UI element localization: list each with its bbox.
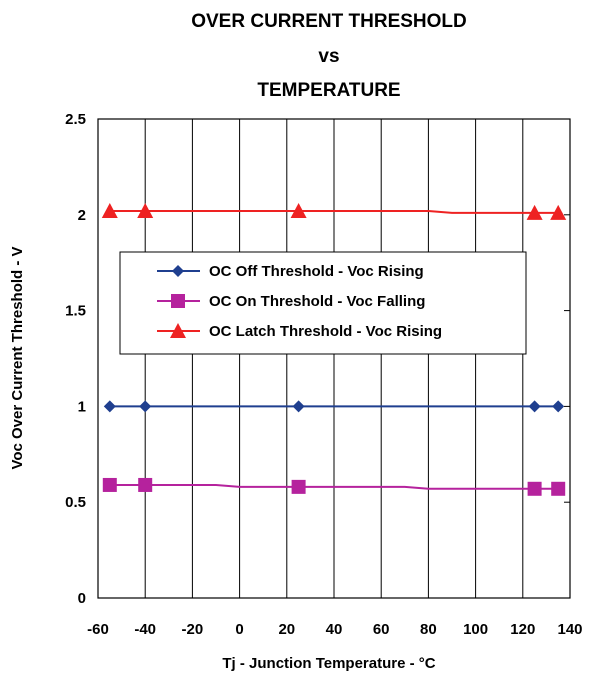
data-point-square	[291, 479, 306, 494]
x-tick-label: 100	[463, 621, 488, 638]
title-line-2: vs	[318, 46, 339, 67]
series-layer	[101, 202, 567, 496]
data-point-triangle	[526, 204, 543, 220]
data-point-square	[138, 477, 153, 492]
data-point-triangle	[137, 202, 154, 218]
legend-label: OC On Threshold - Voc Falling	[209, 293, 425, 310]
legend-label: OC Latch Threshold - Voc Rising	[209, 323, 442, 340]
series-line	[109, 209, 559, 214]
legend: OC Off Threshold - Voc Rising OC On Thres…	[119, 251, 527, 355]
y-tick-label: 0.5	[65, 494, 86, 511]
data-point-diamond	[528, 400, 541, 413]
data-point-diamond	[552, 400, 565, 413]
series-1	[103, 400, 565, 413]
legend-entry-1: OC Off Threshold - Voc Rising	[157, 263, 424, 280]
data-point-square	[527, 481, 542, 496]
data-point-triangle	[290, 202, 307, 218]
data-point-triangle	[550, 204, 567, 220]
x-tick-label: -60	[87, 621, 109, 638]
data-point-diamond	[292, 400, 305, 413]
legend-box	[119, 251, 527, 355]
data-point-square	[171, 294, 185, 308]
y-tick-label: 1.5	[65, 303, 86, 320]
data-point-square	[551, 481, 566, 496]
legend-entry-3: OC Latch Threshold - Voc Rising	[157, 323, 442, 340]
y-tick-label: 2.5	[65, 111, 86, 128]
x-axis-title: Tj - Junction Temperature - °C	[222, 655, 435, 672]
data-point-triangle	[101, 202, 118, 218]
plot-area-frame	[97, 118, 571, 599]
x-tick-label: 80	[420, 621, 437, 638]
axis-ticks: -60 -40 -20 0 20 40 60 80 100 120 140 0 0.5 1 1.5 2 2.5	[65, 111, 582, 638]
series-3	[101, 202, 567, 220]
y-tick-label: 1	[78, 398, 86, 415]
x-tick-label: 60	[373, 621, 390, 638]
x-tick-label: 20	[278, 621, 295, 638]
title-line-3: TEMPERATURE	[257, 80, 400, 101]
chart-title: OVER CURRENT THRESHOLD vs TEMPERATURE	[191, 11, 467, 101]
x-tick-label: 140	[557, 621, 582, 638]
data-point-diamond	[172, 265, 184, 277]
data-point-diamond	[139, 400, 152, 413]
x-tick-label: -20	[182, 621, 204, 638]
y-tick-label: 2	[78, 207, 86, 224]
legend-entry-2: OC On Threshold - Voc Falling	[157, 293, 425, 310]
title-line-1: OVER CURRENT THRESHOLD	[191, 11, 467, 32]
series-line	[109, 483, 559, 490]
grid	[144, 119, 570, 598]
legend-label: OC Off Threshold - Voc Rising	[209, 263, 424, 280]
data-point-triangle	[170, 323, 186, 338]
y-axis-title: Voc Over Current Threshold - V	[9, 246, 26, 469]
y-tick-label: 0	[78, 590, 86, 607]
x-tick-label: 40	[326, 621, 343, 638]
series-2	[102, 477, 566, 496]
x-tick-label: 0	[235, 621, 243, 638]
x-tick-label: 120	[510, 621, 535, 638]
data-point-diamond	[103, 400, 116, 413]
data-point-square	[102, 477, 117, 492]
x-tick-label: -40	[134, 621, 156, 638]
